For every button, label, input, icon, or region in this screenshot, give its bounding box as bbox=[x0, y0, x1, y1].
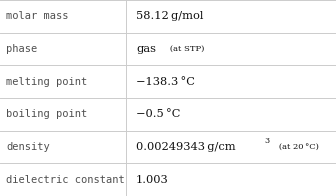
Text: dielectric constant: dielectric constant bbox=[6, 175, 125, 185]
Text: 1.003: 1.003 bbox=[136, 175, 169, 185]
Text: boiling point: boiling point bbox=[6, 109, 87, 119]
Text: melting point: melting point bbox=[6, 77, 87, 87]
Text: −0.5 °C: −0.5 °C bbox=[136, 109, 180, 119]
Text: 3: 3 bbox=[265, 137, 270, 145]
Text: phase: phase bbox=[6, 44, 37, 54]
Text: (at 20 °C): (at 20 °C) bbox=[271, 143, 319, 151]
Text: molar mass: molar mass bbox=[6, 11, 69, 21]
Text: −138.3 °C: −138.3 °C bbox=[136, 77, 195, 87]
Text: (at STP): (at STP) bbox=[162, 45, 204, 53]
Text: 0.00249343 g/cm: 0.00249343 g/cm bbox=[136, 142, 236, 152]
Text: gas: gas bbox=[136, 44, 156, 54]
Text: density: density bbox=[6, 142, 50, 152]
Text: 58.12 g/mol: 58.12 g/mol bbox=[136, 11, 204, 21]
